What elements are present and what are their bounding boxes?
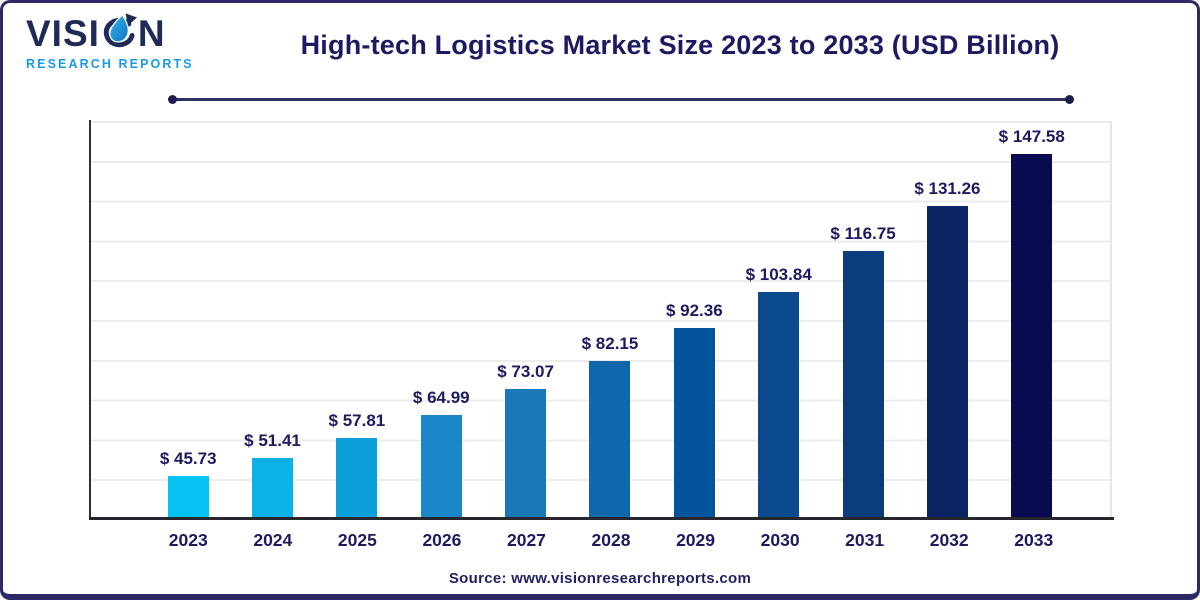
bar-value-label: $ 45.73 bbox=[159, 448, 217, 468]
bar-2030 bbox=[758, 292, 800, 519]
x-axis-line bbox=[89, 517, 1114, 520]
year-label-2030: 2030 bbox=[760, 529, 800, 550]
logo-wordmark: VISI N bbox=[26, 12, 216, 54]
bar-2029 bbox=[673, 328, 715, 519]
bars: $ 45.73 $ 51.41 $ 57.81 $ 64.99 $ 73.07 … bbox=[146, 121, 1074, 519]
bar-group-2027: $ 73.07 bbox=[483, 362, 567, 519]
bar-group-2024: $ 51.41 bbox=[230, 431, 314, 519]
x-axis-labels: 2023 2024 2025 2026 2027 2028 2029 2030 2031 2032… bbox=[146, 528, 1076, 552]
title-underline bbox=[168, 95, 1074, 104]
year-label-2027: 2027 bbox=[506, 529, 546, 550]
year-label-2024: 2024 bbox=[253, 529, 293, 550]
bar-2033 bbox=[1011, 153, 1053, 519]
bar-group-2029: $ 92.36 bbox=[652, 301, 736, 519]
brand-logo: VISI N RESEARCH REPORTS bbox=[26, 12, 216, 71]
logo-subtitle: RESEARCH REPORTS bbox=[26, 57, 194, 71]
bar-group-2028: $ 82.15 bbox=[568, 334, 652, 519]
bar-group-2030: $ 103.84 bbox=[737, 265, 821, 519]
source-text: Source: www.visionresearchreports.com bbox=[448, 570, 752, 587]
bar-value-label: $ 73.07 bbox=[497, 362, 554, 382]
bar-value-label: $ 131.26 bbox=[914, 178, 981, 198]
year-label-2032: 2032 bbox=[929, 529, 969, 550]
bar-2023 bbox=[167, 475, 209, 519]
plot-area: $ 45.73 $ 51.41 $ 57.81 $ 64.99 $ 73.07 … bbox=[91, 121, 1112, 519]
bar-2032 bbox=[926, 205, 968, 519]
bar-value-label: $ 57.81 bbox=[328, 410, 386, 430]
bar-group-2033: $ 147.58 bbox=[990, 127, 1074, 519]
bar-group-2023: $ 45.73 bbox=[146, 449, 230, 519]
bar-group-2026: $ 64.99 bbox=[399, 388, 483, 519]
logo-word-suffix: N bbox=[137, 12, 166, 54]
year-label-2025: 2025 bbox=[337, 529, 377, 550]
year-label-2023: 2023 bbox=[168, 529, 208, 550]
bar-2025 bbox=[336, 437, 378, 519]
underline-dot-right bbox=[1065, 95, 1074, 104]
bar-value-label: $ 147.58 bbox=[998, 126, 1065, 146]
bar-2031 bbox=[842, 251, 884, 519]
bar-2026 bbox=[420, 414, 462, 519]
bar-2027 bbox=[505, 389, 547, 519]
year-label-2028: 2028 bbox=[591, 529, 631, 550]
year-label-2029: 2029 bbox=[676, 529, 716, 550]
bar-group-2032: $ 131.26 bbox=[905, 178, 989, 519]
bar-value-label: $ 51.41 bbox=[244, 430, 301, 450]
bar-group-2025: $ 57.81 bbox=[315, 410, 399, 519]
logo-leaf-arrow-icon bbox=[103, 13, 137, 48]
page-title: High-tech Logistics Market Size 2023 to … bbox=[300, 30, 1060, 60]
y-axis-line bbox=[89, 120, 91, 520]
bar-value-label: $ 103.84 bbox=[745, 265, 812, 285]
year-label-2026: 2026 bbox=[422, 529, 462, 550]
underline-dot-left bbox=[168, 95, 177, 104]
bar-value-label: $ 92.36 bbox=[665, 301, 723, 321]
bar-value-label: $ 82.15 bbox=[581, 333, 639, 353]
bar-2024 bbox=[252, 457, 294, 519]
logo-word-prefix: VISI bbox=[26, 12, 100, 54]
year-label-2033: 2033 bbox=[1014, 529, 1054, 550]
bar-group-2031: $ 116.75 bbox=[821, 224, 905, 519]
bar-2028 bbox=[589, 360, 631, 519]
year-label-2031: 2031 bbox=[845, 529, 885, 550]
bar-value-label: $ 116.75 bbox=[830, 224, 896, 244]
bar-value-label: $ 64.99 bbox=[412, 387, 470, 407]
